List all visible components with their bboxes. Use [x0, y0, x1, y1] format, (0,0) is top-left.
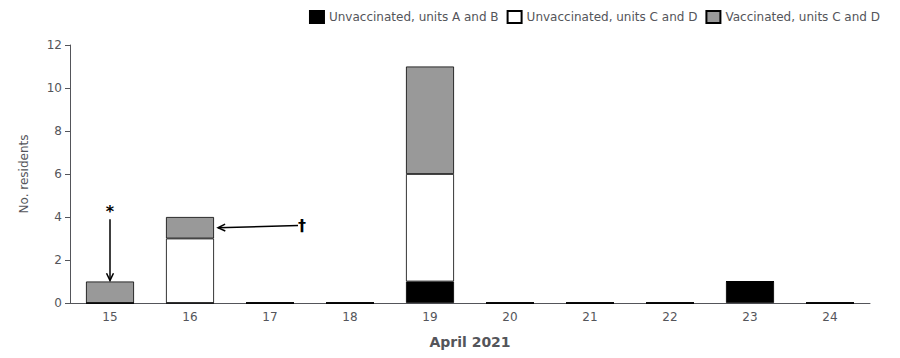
svg-text:*: * [106, 202, 115, 221]
svg-text:2: 2 [54, 253, 62, 267]
svg-text:17: 17 [262, 310, 277, 324]
svg-text:6: 6 [54, 167, 62, 181]
svg-text:12: 12 [47, 38, 62, 52]
svg-text:20: 20 [502, 310, 517, 324]
svg-text:Unvaccinated, units C and D: Unvaccinated, units C and D [527, 10, 698, 24]
svg-text:Vaccinated, units C and D: Vaccinated, units C and D [725, 10, 880, 24]
svg-text:19: 19 [422, 310, 437, 324]
svg-text:15: 15 [102, 310, 117, 324]
svg-text:23: 23 [742, 310, 757, 324]
svg-text:16: 16 [182, 310, 197, 324]
svg-text:24: 24 [822, 310, 837, 324]
svg-text:4: 4 [54, 210, 62, 224]
svg-text:†: † [298, 216, 306, 235]
svg-text:22: 22 [662, 310, 677, 324]
svg-text:18: 18 [342, 310, 357, 324]
svg-text:8: 8 [54, 124, 62, 138]
svg-text:10: 10 [47, 81, 62, 95]
svg-text:0: 0 [54, 296, 62, 310]
svg-text:Unvaccinated, units A and B: Unvaccinated, units A and B [329, 10, 499, 24]
svg-text:No. residents: No. residents [17, 135, 31, 214]
svg-text:April 2021: April 2021 [429, 334, 510, 350]
svg-text:21: 21 [582, 310, 597, 324]
